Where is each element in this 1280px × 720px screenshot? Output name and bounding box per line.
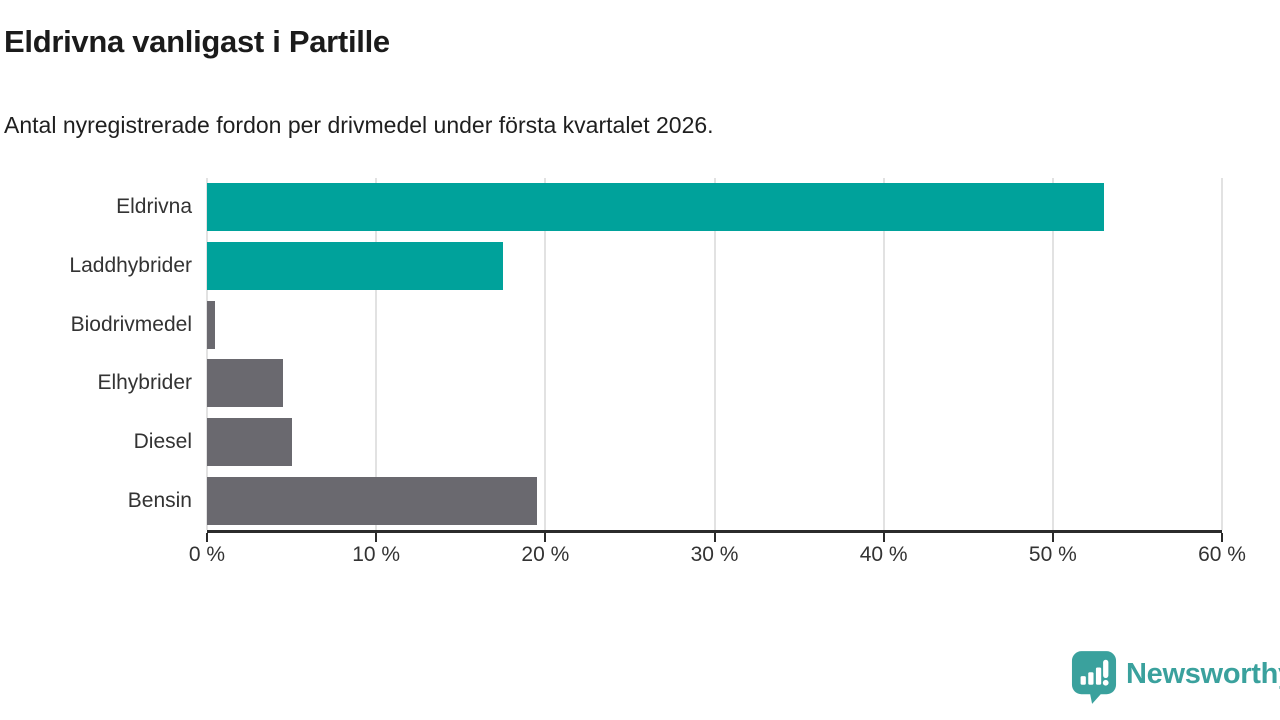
x-tick-labels: 0 % 10 % 20 % 30 % 40 % 50 % 60 %	[189, 543, 1246, 573]
bar-biodrivmedel	[207, 300, 216, 349]
x-tick-label-10: 10 %	[352, 543, 401, 566]
x-tick-label-0: 0 %	[188, 543, 226, 566]
x-tick-0	[206, 533, 208, 542]
bar-elhybrider	[207, 359, 284, 408]
x-tick-60	[1221, 533, 1223, 542]
gridline-40	[882, 178, 885, 530]
gridline-50	[1051, 178, 1054, 530]
bar-row	[207, 178, 1222, 237]
category-label-elhybrider: Elhybrider	[97, 371, 192, 395]
x-tick-label-40: 40 %	[859, 543, 908, 566]
brand-wordmark: Newsworthy	[1126, 658, 1280, 690]
category-label-biodrivmedel: Biodrivmedel	[70, 312, 192, 336]
category-label-bensin: Bensin	[127, 488, 192, 512]
chart-title: Eldrivna vanligast i Partille	[4, 24, 390, 59]
logo-exclamation-dot	[1102, 679, 1109, 686]
newsworthy-brand: Newsworthy	[1071, 650, 1280, 705]
x-tick-label-20: 20 %	[521, 543, 570, 566]
bar-bensin	[207, 476, 537, 525]
x-tick-20	[544, 533, 547, 542]
x-tick-label-60: 60 %	[1198, 543, 1246, 566]
x-tick-label-30: 30 %	[690, 543, 739, 566]
newsworthy-logo-icon	[1071, 651, 1117, 704]
gridline-20	[544, 178, 547, 530]
gridline-60	[1221, 178, 1223, 530]
gridline-10	[375, 178, 378, 530]
x-axis-line	[206, 530, 1223, 542]
x-tick-label-50: 50 %	[1028, 543, 1077, 566]
gridline-30	[713, 178, 716, 530]
bar-row	[207, 237, 1222, 296]
bar-laddhybrider	[207, 241, 504, 290]
category-label-laddhybrider: Laddhybrider	[69, 253, 192, 277]
category-labels: Eldrivna Laddhybrider Biodrivmedel Elhybrid…	[0, 178, 192, 530]
bar-eldrivna	[207, 183, 1104, 232]
bar-row	[207, 354, 1222, 413]
x-tick-30	[713, 533, 716, 542]
gridline-0	[206, 178, 208, 530]
x-tick-40	[882, 533, 885, 542]
x-tick-10	[375, 533, 378, 542]
category-label-eldrivna: Eldrivna	[116, 195, 192, 219]
logo-exclamation-bar	[1103, 659, 1109, 678]
bar-row	[207, 295, 1222, 354]
plot-area	[206, 178, 1223, 530]
chart-subtitle: Antal nyregistrerade fordon per drivmede…	[4, 112, 714, 138]
logo-barchart-glyph	[1080, 659, 1109, 686]
bar-diesel	[207, 417, 292, 466]
x-tick-50	[1051, 533, 1054, 542]
bar-row	[207, 413, 1222, 472]
bar-row	[207, 471, 1222, 530]
category-label-diesel: Diesel	[133, 429, 192, 453]
